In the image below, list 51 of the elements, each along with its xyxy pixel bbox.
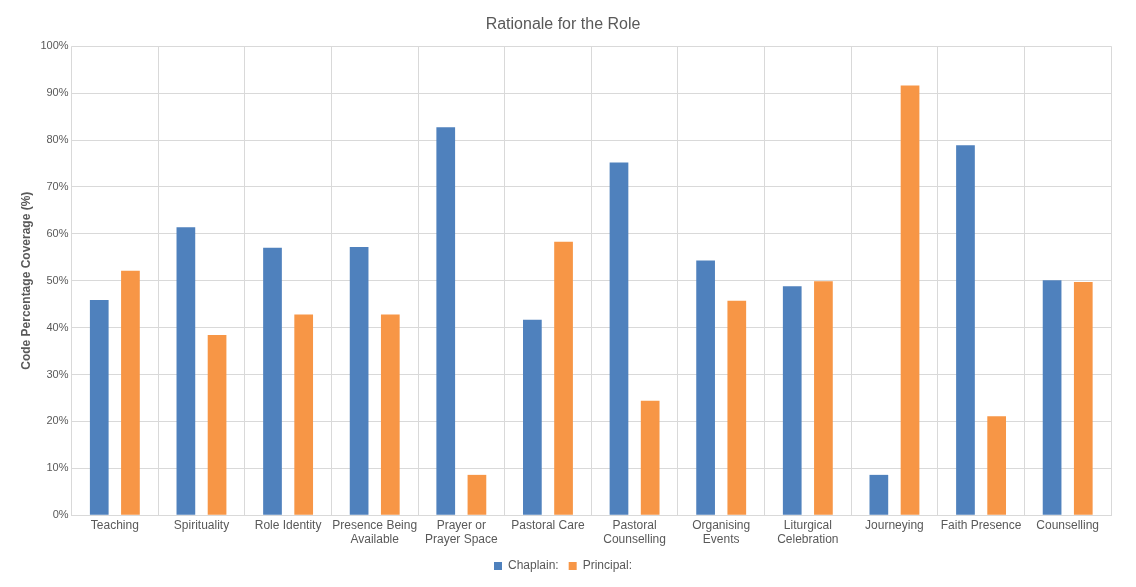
x-tick-label: Faith Presence <box>940 517 1022 532</box>
y-tick-label: 50% <box>46 273 69 286</box>
bar <box>640 400 660 515</box>
x-tick-label: Role Identity <box>254 517 322 532</box>
bar <box>869 474 889 515</box>
bar <box>263 247 282 515</box>
bar <box>987 416 1007 515</box>
bar <box>207 335 227 515</box>
bar <box>436 127 456 515</box>
bar <box>121 270 140 515</box>
bar <box>89 299 109 515</box>
y-tick-label: 70% <box>46 179 69 192</box>
x-tick-label: Teaching <box>90 517 139 532</box>
x-tick-label: Prayer or Prayer Space <box>424 517 499 547</box>
x-tick-label: Journeying <box>865 517 924 532</box>
bar <box>609 162 629 515</box>
bar <box>176 227 196 515</box>
bar <box>696 260 715 515</box>
x-tick-label: Pastoral Care <box>511 517 585 532</box>
x-tick-label: Pastoral Counselling <box>603 517 666 547</box>
y-axis-title: Code Percentage Coverage (%) <box>18 191 33 370</box>
bar <box>1073 282 1093 515</box>
x-tick-label: Presence Being Available <box>332 517 418 547</box>
y-tick-label: 80% <box>46 133 69 146</box>
bar <box>467 474 487 515</box>
legend-label: Principal: <box>582 558 633 573</box>
bar <box>782 286 802 515</box>
bar <box>294 314 314 515</box>
y-tick-label: 100% <box>40 39 69 52</box>
bar <box>349 246 369 515</box>
bar <box>523 319 542 515</box>
y-tick-label: 40% <box>46 320 69 333</box>
y-tick-label: 10% <box>46 461 69 474</box>
x-tick-label: Spirituality <box>173 517 230 532</box>
bar <box>727 300 747 515</box>
x-tick-label: Liturgical Celebration <box>777 517 839 547</box>
x-tick-label: Organising Events <box>692 517 751 547</box>
bar <box>380 314 400 515</box>
y-tick-label: 0% <box>52 508 69 521</box>
bar <box>554 241 573 515</box>
bar <box>900 85 920 515</box>
y-tick-label: 90% <box>46 86 69 99</box>
bar <box>814 281 833 515</box>
chart-title: Rationale for the Role <box>485 15 641 33</box>
y-tick-label: 20% <box>46 414 69 427</box>
legend-label: Chaplain: <box>507 558 559 573</box>
bar <box>1042 280 1062 515</box>
x-tick-label: Counselling <box>1036 517 1100 532</box>
y-tick-label: 30% <box>46 367 69 380</box>
bar <box>956 145 975 515</box>
y-tick-label: 60% <box>46 226 69 239</box>
